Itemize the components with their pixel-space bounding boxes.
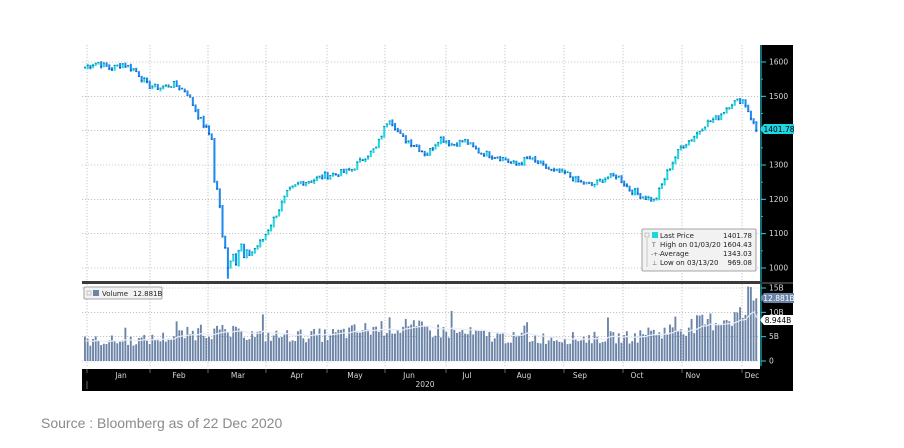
price-axis-ticks: 1600 1500 1300 1200 1100 1000 <box>761 58 788 273</box>
svg-text:1100: 1100 <box>769 229 788 238</box>
volume-ma-tag: 8.944B <box>760 315 794 325</box>
legend-high-label: High on 01/03/20 <box>660 241 721 249</box>
svg-text:10B: 10B <box>769 308 784 317</box>
volume-ma-tag-text: 8.944B <box>765 316 792 325</box>
legend-average-label: Average <box>660 250 689 258</box>
svg-text:Jun: Jun <box>402 371 415 380</box>
price-legend: Last Price 1401.78 T High on 01/03/20 16… <box>641 228 757 272</box>
year-label: 2020 <box>415 380 434 389</box>
svg-text:May: May <box>347 371 363 380</box>
svg-text:Oct: Oct <box>631 371 644 380</box>
average-marker-icon: -+- <box>651 251 660 258</box>
svg-text:1500: 1500 <box>769 92 788 101</box>
volume-bars <box>84 286 758 361</box>
volume-moving-average-line <box>85 311 758 343</box>
volume-legend-label: Volume <box>102 290 128 298</box>
low-marker-icon: ⊥ <box>652 260 657 267</box>
svg-text:1600: 1600 <box>769 58 788 67</box>
svg-text:1300: 1300 <box>769 161 788 170</box>
svg-text:Dec: Dec <box>745 371 760 380</box>
legend-low-value: 969.08 <box>728 259 753 267</box>
svg-text:Jan: Jan <box>114 371 127 380</box>
legend-collapse-icon[interactable] <box>644 232 650 238</box>
legend-last-price-label: Last Price <box>660 232 694 240</box>
volume-swatch-icon <box>93 290 99 296</box>
svg-text:Sep: Sep <box>573 371 587 380</box>
price-gridlines <box>82 45 760 281</box>
svg-text:Apr: Apr <box>291 371 305 380</box>
high-marker-icon: T <box>651 242 656 249</box>
last-price-tag-text: 1401.78 <box>763 125 794 134</box>
panel-divider <box>82 281 793 284</box>
volume-axis-ticks: 15B 10B 5B 0 <box>761 284 784 366</box>
legend-high-value: 1604.43 <box>723 241 752 249</box>
price-candles <box>84 61 758 279</box>
svg-text:Mar: Mar <box>231 371 246 380</box>
svg-text:1200: 1200 <box>769 195 788 204</box>
volume-legend-collapse-icon[interactable] <box>86 290 92 296</box>
source-caption: Source : Bloomberg as of 22 Dec 2020 <box>41 415 283 431</box>
price-axis <box>760 45 793 282</box>
svg-text:1000: 1000 <box>769 264 788 273</box>
legend-average-value: 1343.03 <box>723 250 752 258</box>
svg-text:5B: 5B <box>769 332 779 341</box>
volume-legend: Volume 12.881B <box>83 286 162 300</box>
time-axis <box>82 369 793 391</box>
last-price-swatch-icon <box>652 232 658 238</box>
svg-text:Feb: Feb <box>172 371 186 380</box>
month-labels: Jan Feb Mar Apr May Jun Jul Aug Sep Oct Nov Dec <box>86 369 760 389</box>
svg-text:15B: 15B <box>769 284 784 293</box>
svg-text:Jul: Jul <box>461 371 471 380</box>
legend-last-price-value: 1401.78 <box>723 232 752 240</box>
volume-legend-value: 12.881B <box>133 290 162 298</box>
svg-text:Nov: Nov <box>686 371 701 380</box>
volume-last-tag-text: 12.881B <box>763 294 794 303</box>
svg-text:Aug: Aug <box>517 371 532 380</box>
last-price-tag: 1401.78 <box>760 124 795 134</box>
volume-last-tag: 12.881B <box>760 293 795 303</box>
legend-low-label: Low on 03/13/20 <box>660 259 718 267</box>
svg-text:0: 0 <box>769 357 774 366</box>
